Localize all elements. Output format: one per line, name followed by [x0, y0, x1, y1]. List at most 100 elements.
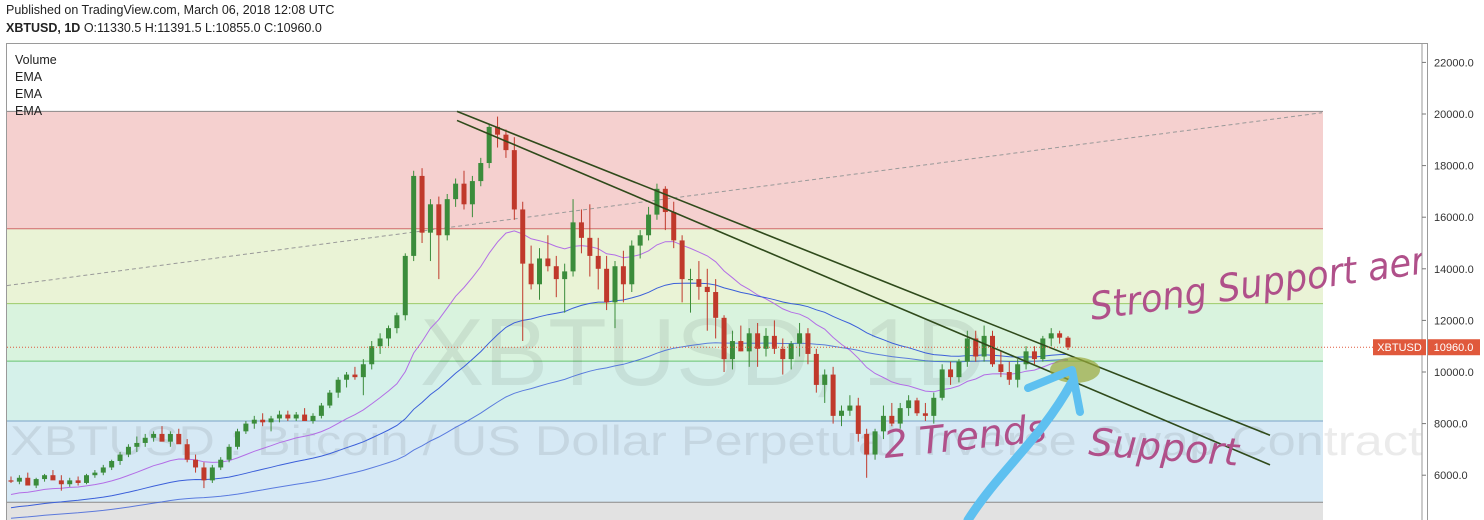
price-axis-label: 10000.0: [1434, 367, 1474, 379]
candle-up: [344, 374, 350, 380]
candle-up: [394, 315, 400, 329]
ohlc-header: XBTUSD, 1D O:11330.5 H:11391.5 L:10855.0…: [6, 21, 322, 35]
candle-down: [713, 292, 719, 318]
candle-up: [637, 235, 643, 246]
candle-up: [318, 405, 324, 416]
candle-down: [889, 415, 895, 424]
close-value: 10960.0: [276, 21, 322, 35]
candle-up: [897, 408, 903, 424]
candle-up: [570, 222, 576, 272]
candle-down: [771, 335, 777, 349]
candle-down: [679, 240, 685, 280]
candle-down: [755, 333, 761, 349]
candle-up: [1023, 351, 1029, 365]
symbol-tag: [1373, 339, 1426, 356]
candle-up: [167, 433, 173, 442]
candle-down: [419, 175, 425, 233]
candle-up: [478, 163, 484, 182]
candle-up: [1015, 364, 1021, 380]
candle-up: [100, 467, 106, 473]
candle-up: [956, 361, 962, 378]
candle-up: [151, 433, 157, 438]
candle-down: [260, 419, 266, 423]
candle-down: [620, 266, 626, 285]
candle-up: [688, 279, 693, 281]
candle-down: [436, 204, 442, 236]
candle-down: [864, 433, 870, 455]
candle-down: [813, 353, 819, 385]
price-axis-background: [1422, 44, 1484, 520]
price-axis-label: 8000.0: [1434, 419, 1468, 431]
candle-up: [729, 341, 735, 360]
candle-down: [721, 317, 727, 360]
legend-ema-2[interactable]: EMA: [15, 87, 43, 101]
candle-down: [193, 459, 199, 468]
candle-down: [696, 279, 702, 287]
candle-up: [411, 175, 417, 256]
candle-up: [847, 405, 853, 411]
candle-up: [981, 335, 987, 357]
candle-up: [218, 459, 224, 468]
candle-up: [1048, 333, 1054, 339]
candle-up: [125, 446, 131, 455]
candle-up: [33, 479, 39, 486]
candle-down: [528, 263, 534, 285]
candle-up: [562, 271, 568, 280]
candle-up: [369, 346, 375, 365]
candle-down: [176, 433, 182, 445]
candle-up: [797, 333, 803, 344]
close-label: C:: [264, 21, 277, 35]
candle-up: [327, 392, 333, 406]
candle-down: [830, 374, 836, 416]
candle-up: [469, 181, 475, 205]
candle-up: [839, 410, 844, 416]
annotation-arrow: [963, 377, 1077, 520]
candle-down: [545, 258, 551, 267]
chart-frame: [6, 43, 1428, 520]
ema-slow-line: [10, 342, 1069, 519]
candle-down: [805, 333, 811, 354]
candle-down: [511, 150, 517, 210]
candle-up: [444, 199, 450, 236]
symbol-tag-label: XBTUSD: [1377, 342, 1422, 354]
fib-zone: [7, 303, 1323, 362]
candle-up: [964, 338, 970, 362]
legend-ema-3[interactable]: EMA: [15, 104, 43, 118]
candle-down: [553, 266, 559, 280]
candle-up: [16, 477, 22, 482]
low-value: 10855.0: [215, 21, 261, 35]
candle-down: [998, 364, 1004, 372]
candle-up: [251, 419, 257, 424]
candle-up: [453, 183, 459, 200]
candle-down: [595, 255, 601, 269]
legend-ema-1[interactable]: EMA: [15, 70, 43, 84]
candle-up: [109, 461, 115, 468]
candle-up: [235, 431, 240, 447]
candle-up: [822, 374, 828, 385]
candle-down: [75, 480, 81, 483]
candle-up: [92, 472, 98, 476]
open-label: O:: [83, 21, 98, 35]
candle-down: [495, 126, 501, 135]
candle-down: [990, 335, 995, 365]
high-label: H:: [144, 21, 158, 35]
candle-down: [1006, 372, 1012, 380]
candle-down: [1031, 351, 1037, 360]
annotation-arrow-head: [1024, 366, 1084, 416]
price-axis-label: 16000.0: [1434, 212, 1474, 224]
price-axis-label: 6000.0: [1434, 470, 1468, 482]
candle-down: [50, 475, 56, 481]
candle-up: [788, 343, 794, 360]
candle-up: [67, 480, 73, 485]
candle-down: [604, 268, 610, 303]
trendline: [456, 110, 1271, 436]
legend-volume[interactable]: Volume: [15, 53, 57, 67]
candle-up: [226, 446, 232, 460]
published-note: Published on TradingView.com, March 06, …: [6, 3, 335, 17]
watermark-symbol: XBTUSD, 1D: [420, 299, 985, 406]
candle-up: [939, 369, 945, 398]
trendline: [456, 119, 1271, 466]
candle-up: [142, 437, 148, 443]
candle-down: [1065, 337, 1071, 348]
